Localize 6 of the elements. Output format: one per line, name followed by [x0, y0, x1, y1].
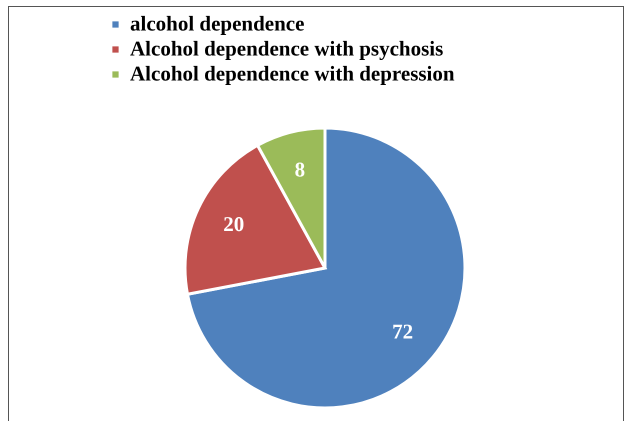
legend-label: Alcohol dependence with psychosis — [130, 36, 444, 60]
data-label: 72 — [392, 319, 414, 344]
legend-label: Alcohol dependence with depression — [130, 62, 455, 86]
data-label: 8 — [294, 157, 306, 182]
data-label: 20 — [223, 212, 244, 236]
legend-label: alcohol dependence — [130, 12, 304, 36]
